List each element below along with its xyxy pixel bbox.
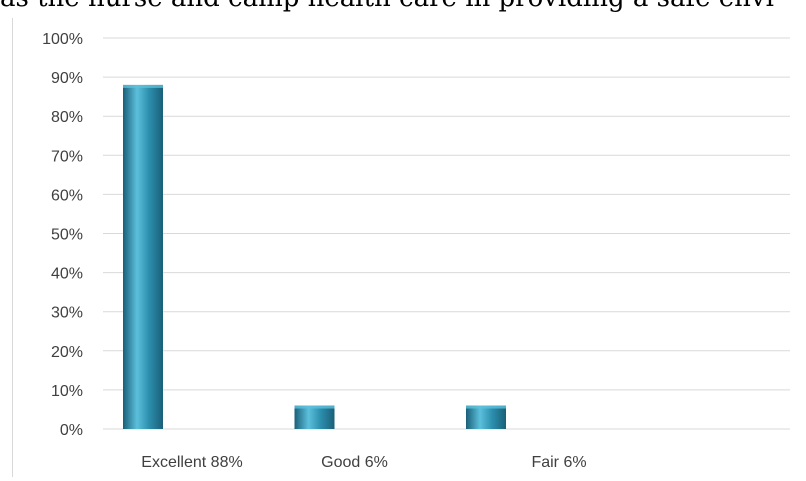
x-category-label: Fair 6% — [531, 454, 586, 471]
bar-top-highlight — [123, 84, 163, 88]
chart-frame — [12, 18, 803, 477]
clipped-caption-text: as the nurse and camp health care in pro… — [0, 0, 806, 13]
bar-good — [294, 405, 335, 429]
x-category-label: Excellent 88% — [141, 454, 242, 471]
y-tick-label: 10% — [51, 383, 83, 400]
y-tick-label: 40% — [51, 266, 83, 283]
bar-excellent — [123, 84, 163, 430]
y-tick-label: 50% — [51, 227, 83, 244]
y-tick-label: 0% — [60, 422, 83, 439]
y-tick-label: 60% — [51, 187, 83, 204]
x-category-label: Good 6% — [321, 454, 388, 471]
bar-top-highlight — [466, 405, 506, 409]
y-tick-label: 70% — [51, 148, 83, 165]
y-tick-label: 90% — [51, 70, 83, 87]
bar-top-highlight — [294, 405, 335, 409]
y-tick-label: 20% — [51, 344, 83, 361]
y-tick-label: 80% — [51, 109, 83, 126]
bar-fair — [466, 405, 506, 429]
y-tick-label: 30% — [51, 305, 83, 322]
y-tick-label: 100% — [42, 31, 83, 48]
